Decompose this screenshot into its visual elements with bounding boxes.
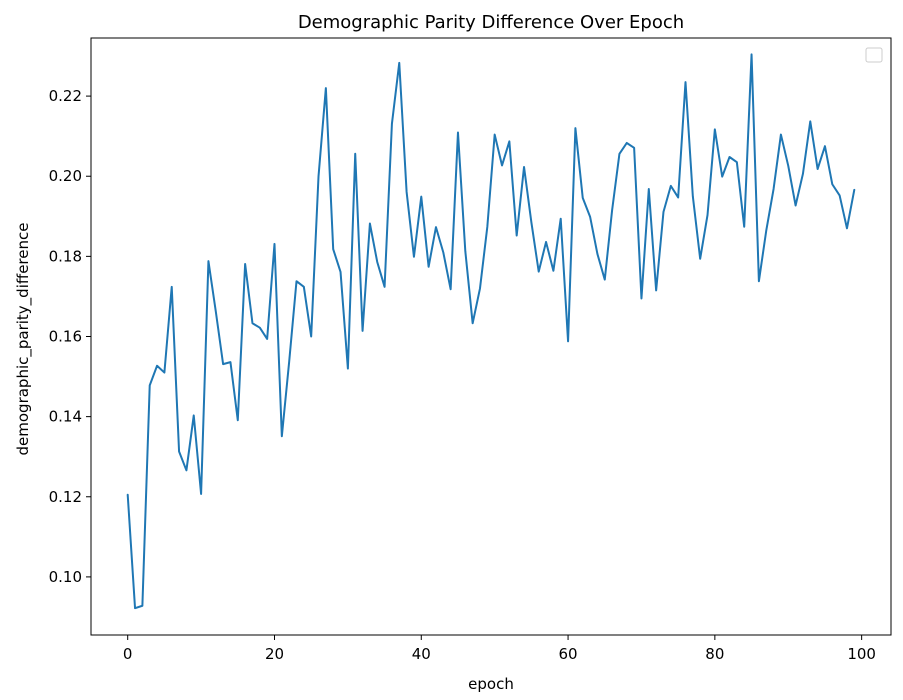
x-tick-label: 60 (559, 645, 578, 663)
legend-box (865, 47, 883, 63)
series-line (126, 53, 856, 610)
y-tick-label: 0.20 (49, 167, 82, 185)
y-axis-label: demographic_parity_difference (14, 223, 33, 456)
y-tick-label: 0.16 (49, 328, 82, 346)
y-tick-label: 0.18 (49, 247, 82, 265)
x-tick-label: 100 (847, 645, 876, 663)
x-tick-label: 20 (265, 645, 284, 663)
y-tick-label: 0.14 (49, 408, 82, 426)
y-tick-label: 0.12 (49, 488, 82, 506)
series-line-group (126, 53, 856, 610)
chart-title: Demographic Parity Difference Over Epoch (298, 12, 684, 33)
x-tick-label: 40 (412, 645, 431, 663)
x-axis-ticks: 0 20 40 60 80 100 (123, 635, 876, 663)
plot-area-frame (90, 37, 892, 636)
y-tick-label: 0.10 (49, 568, 82, 586)
x-tick-label: 0 (123, 645, 133, 663)
y-axis-ticks: 0.10 0.12 0.14 0.16 0.18 0.20 0.22 (49, 87, 91, 586)
x-axis-label: epoch (468, 675, 514, 693)
y-tick-label: 0.22 (49, 87, 82, 105)
x-tick-label: 80 (705, 645, 724, 663)
